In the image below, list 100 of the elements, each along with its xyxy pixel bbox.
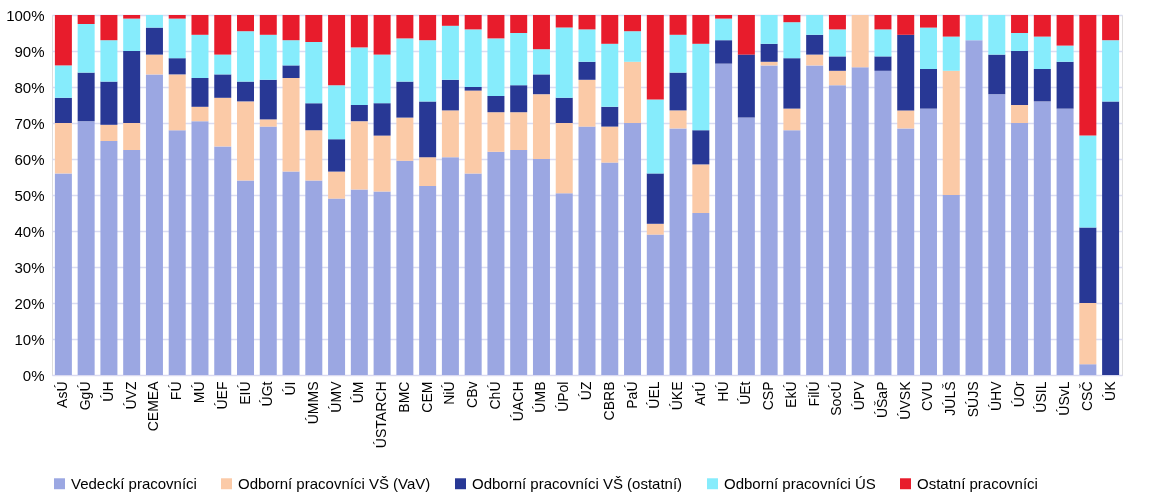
bar (1033, 15, 1051, 37)
x-tick-label: ChÚ (486, 381, 503, 410)
x-tick-label: EkÚ (782, 381, 799, 408)
x-tick-label: ÚEt (737, 381, 754, 405)
x-tick-label: ÚMV (327, 380, 344, 413)
bar (214, 54, 232, 75)
bar (373, 103, 391, 136)
y-tick-label: 40% (14, 222, 45, 240)
bar (737, 54, 755, 118)
bar (624, 61, 642, 123)
x-tick-label: ÚMMS (304, 381, 321, 425)
bar (988, 54, 1006, 95)
bar (77, 72, 95, 122)
bar (464, 15, 482, 30)
bar (828, 85, 846, 375)
x-tick-label: ÚSIL (1033, 381, 1050, 413)
bar (237, 31, 255, 82)
bar (487, 151, 505, 375)
bar (350, 189, 368, 375)
bar (692, 213, 710, 375)
bar (464, 87, 482, 91)
bar (77, 121, 95, 375)
bar (419, 157, 437, 186)
bar (396, 117, 414, 161)
bar (328, 171, 346, 199)
bar (1079, 15, 1097, 136)
bar (191, 106, 209, 122)
bar (305, 130, 323, 181)
bar (100, 15, 118, 41)
bar (145, 74, 163, 375)
bar (237, 81, 255, 102)
bar (1079, 364, 1097, 375)
bar (419, 101, 437, 158)
bar (532, 94, 550, 159)
bar (624, 123, 642, 375)
bar (259, 79, 277, 120)
x-tick-label: MÚ (190, 381, 207, 404)
bar (555, 27, 573, 98)
bar (919, 69, 937, 109)
bar (806, 54, 824, 66)
bar (646, 173, 664, 224)
bar (350, 105, 368, 122)
bar (441, 110, 459, 158)
bar (259, 34, 277, 80)
bar (168, 58, 186, 75)
bar (1102, 15, 1120, 41)
bar (828, 15, 846, 30)
bar (191, 78, 209, 107)
bar (965, 15, 983, 41)
x-tick-label: AsÚ (54, 381, 71, 408)
bar (305, 180, 323, 375)
bar (669, 34, 687, 73)
bar (897, 34, 915, 111)
y-tick-label: 90% (14, 42, 45, 60)
bar (624, 31, 642, 62)
x-tick-label: CEM (418, 381, 435, 413)
bar (1079, 303, 1097, 365)
bar (487, 38, 505, 96)
bar (874, 56, 892, 71)
x-tick-label: CSČ (1078, 381, 1095, 412)
bar (487, 96, 505, 113)
bar (1011, 33, 1029, 51)
bar (737, 15, 755, 55)
bar (715, 15, 733, 19)
bar (1033, 69, 1051, 102)
bar (396, 38, 414, 82)
bar (328, 139, 346, 172)
bar (1079, 227, 1097, 303)
bar (965, 40, 983, 375)
x-tick-label: JÚLŠ (942, 381, 959, 416)
bar (601, 43, 619, 107)
bar (988, 15, 1006, 55)
bar (874, 29, 892, 57)
bar (305, 103, 323, 131)
bar (168, 18, 186, 59)
x-tick-label: ÚMB (532, 381, 549, 413)
x-tick-label: ÚOr (1010, 381, 1027, 408)
x-tick-label: CEMEA (145, 380, 162, 432)
bar (601, 126, 619, 163)
bar (328, 15, 346, 86)
bar (54, 65, 72, 98)
x-tick-label: ÚŠaP (873, 381, 890, 419)
bar (419, 15, 437, 41)
bar (510, 33, 528, 86)
y-tick-label: 20% (14, 294, 45, 312)
bar (601, 106, 619, 127)
bar (1079, 135, 1097, 228)
bar (123, 51, 141, 123)
y-tick-label: 60% (14, 150, 45, 168)
bar (100, 40, 118, 82)
bar (510, 15, 528, 33)
bar (1011, 105, 1029, 123)
bar (942, 70, 960, 195)
bar (373, 191, 391, 375)
bar (350, 15, 368, 48)
bar (100, 141, 118, 375)
x-tick-label: PaÚ (623, 381, 640, 409)
bar (783, 108, 801, 131)
bar (510, 150, 528, 375)
bar (692, 43, 710, 131)
